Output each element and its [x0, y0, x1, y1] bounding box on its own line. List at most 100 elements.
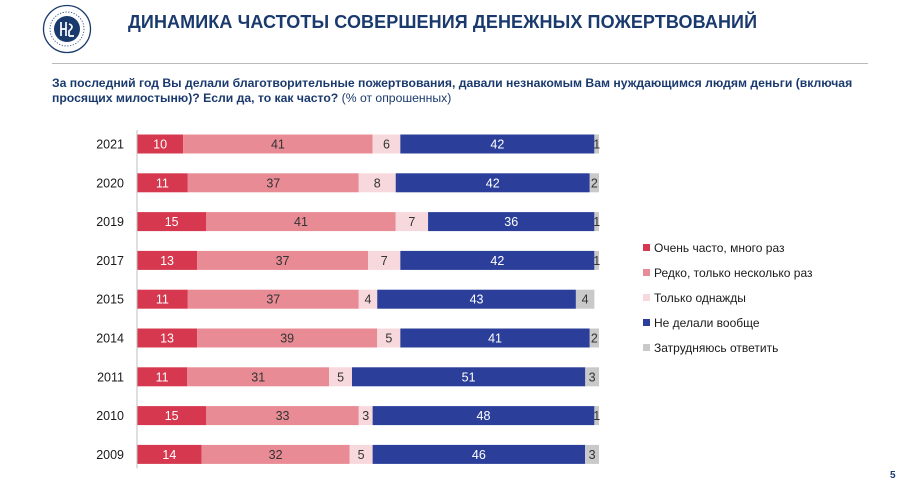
data-label: 4 — [365, 293, 372, 307]
bar-segment-rarely — [206, 406, 359, 426]
legend-item-never: Не делали вообще — [643, 313, 813, 332]
data-label: 11 — [156, 293, 169, 307]
bar-segment-very-often — [137, 250, 198, 270]
data-label: 41 — [294, 215, 308, 229]
y-tick-label: 2017 — [96, 254, 124, 268]
legend-swatch — [643, 244, 650, 251]
bar-segment-very-often — [137, 328, 198, 348]
bar-segment-once — [358, 406, 373, 426]
legend-label: Редко, только несколько раз — [654, 265, 813, 280]
data-label: 37 — [276, 254, 290, 268]
bar-segment-rarely — [201, 444, 350, 464]
data-label: 31 — [251, 370, 265, 384]
data-label: 32 — [269, 448, 283, 462]
bar-segment-once — [377, 328, 401, 348]
legend-label: Затрудняюсь ответить — [654, 340, 779, 355]
bar-segment-very-often — [137, 367, 188, 387]
y-tick-label: 2011 — [97, 370, 124, 384]
legend-item-unsure: Затрудняюсь ответить — [643, 338, 813, 357]
bar-segment-once — [395, 212, 429, 232]
data-label: 6 — [383, 138, 390, 152]
data-label: 8 — [374, 176, 381, 190]
y-tick-label: 2020 — [96, 176, 124, 190]
data-label: 51 — [462, 370, 476, 384]
bar-segment-never — [395, 173, 590, 193]
bar-segment-once — [329, 367, 352, 387]
legend-label: Не делали вообще — [654, 315, 760, 330]
data-label: 2 — [591, 332, 598, 346]
data-label: 5 — [385, 332, 392, 346]
data-label: 3 — [589, 370, 596, 384]
bar-segment-unsure — [575, 289, 595, 309]
bar-segment-unsure — [585, 367, 599, 387]
bar-segment-rarely — [187, 289, 359, 309]
data-label: 43 — [470, 293, 484, 307]
data-label: 1 — [593, 254, 600, 268]
bar-segment-very-often — [137, 212, 207, 232]
bar-segment-rarely — [187, 173, 359, 193]
bar-segment-unsure — [594, 406, 599, 426]
legend-swatch — [643, 344, 650, 351]
bar-segment-unsure — [594, 212, 599, 232]
data-label: 42 — [486, 176, 500, 190]
data-label: 15 — [165, 215, 179, 229]
bar-segment-never — [400, 250, 595, 270]
data-label: 11 — [156, 176, 169, 190]
legend-label: Только однажды — [654, 290, 746, 305]
bar-segment-never — [400, 134, 595, 154]
data-label: 3 — [362, 409, 369, 423]
bar-segment-rarely — [206, 212, 396, 232]
university-logo — [42, 4, 92, 54]
y-tick-label: 2015 — [96, 293, 124, 307]
data-label: 1 — [593, 215, 600, 229]
legend-swatch — [643, 319, 650, 326]
title-divider — [52, 63, 868, 64]
data-label: 15 — [165, 409, 179, 423]
bar-segment-very-often — [137, 406, 207, 426]
legend-label: Очень часто, много раз — [654, 240, 785, 255]
y-tick-label: 2009 — [96, 448, 124, 462]
data-label: 7 — [381, 254, 388, 268]
data-label: 5 — [358, 448, 365, 462]
question-text: За последний год Вы делали благотворител… — [52, 76, 853, 105]
unit-note: (% от опрошенных) — [341, 91, 452, 105]
data-label: 3 — [589, 448, 596, 462]
bar-segment-never — [377, 289, 576, 309]
data-label: 37 — [266, 176, 280, 190]
data-label: 1 — [593, 138, 600, 152]
bar-segment-unsure — [589, 328, 599, 348]
bar-segment-rarely — [187, 367, 330, 387]
bar-segment-rarely — [197, 328, 378, 348]
bar-segment-very-often — [137, 134, 184, 154]
data-label: 13 — [160, 332, 174, 346]
bar-segment-never — [351, 367, 586, 387]
survey-question: За последний год Вы делали благотворител… — [52, 76, 864, 106]
legend-item-very-often: Очень часто, много раз — [643, 238, 813, 257]
legend-item-rarely: Редко, только несколько раз — [643, 263, 813, 282]
y-tick-label: 2014 — [96, 332, 124, 346]
bar-segment-once — [358, 173, 396, 193]
data-label: 33 — [276, 409, 290, 423]
bar-segment-rarely — [197, 250, 368, 270]
bar-segment-once — [368, 250, 401, 270]
data-label: 10 — [153, 138, 167, 152]
legend-swatch — [643, 294, 650, 301]
page-title: ДИНАМИКА ЧАСТОТЫ СОВЕРШЕНИЯ ДЕНЕЖНЫХ ПОЖ… — [128, 12, 758, 32]
page-number: 5 — [890, 470, 896, 481]
data-label: 36 — [504, 215, 518, 229]
data-label: 11 — [156, 370, 169, 384]
y-tick-label: 2010 — [96, 409, 124, 423]
data-label: 4 — [582, 293, 589, 307]
bar-segment-unsure — [594, 250, 599, 270]
bar-segment-once — [349, 444, 373, 464]
data-label: 39 — [280, 332, 294, 346]
data-label: 41 — [488, 332, 502, 346]
chart-legend: Очень часто, много раз Редко, только неск… — [643, 238, 813, 363]
bar-segment-once — [358, 289, 378, 309]
bar-segment-never — [372, 444, 586, 464]
bar-segment-unsure — [585, 444, 599, 464]
data-label: 7 — [408, 215, 415, 229]
bar-segment-rarely — [183, 134, 373, 154]
y-tick-label: 2019 — [96, 215, 124, 229]
